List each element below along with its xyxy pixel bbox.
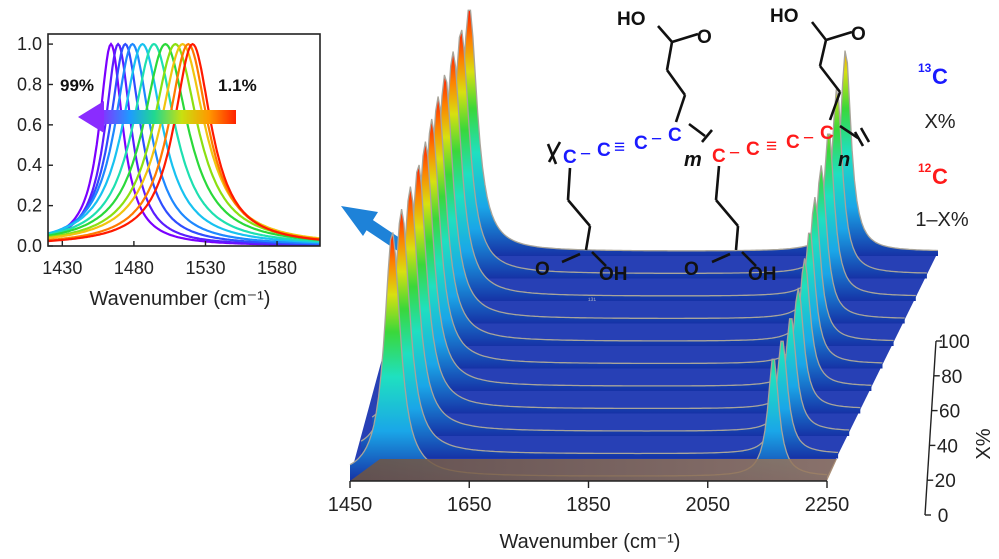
triple-bond-2: ≡: [766, 136, 777, 157]
waterfall-slice-area: [394, 141, 872, 391]
legend13-superscript: 13: [918, 61, 932, 75]
waterfall-slice-area: [405, 119, 883, 369]
inset-series-line: [48, 42, 320, 245]
waterfall-x-tick-label: 1850: [566, 494, 611, 516]
legend13-symbol: C: [932, 64, 948, 89]
waterfall-x-axis: 1450 1650 1850 2050 2250: [328, 481, 850, 516]
waterfall-chart: 1450 1650 1850 2050 2250 Wavenumber (cm⁻¹) 0…: [328, 9, 995, 553]
inset-x-tick-label: 1430: [42, 258, 82, 278]
inset-y-tick-label: 0.2: [17, 196, 42, 216]
shift-arrow: [78, 101, 236, 133]
waterfall-x-axis-label: Wavenumber (cm⁻¹): [500, 531, 681, 553]
inset-y-tick-label: 0.6: [17, 115, 42, 135]
waterfall-x-tick-label: 2250: [805, 494, 850, 516]
inset-y-tick-label: 0.4: [17, 155, 42, 175]
waterfall-z-axis-label: X%: [973, 428, 995, 459]
waterfall-slice-line: [427, 74, 905, 320]
waterfall-z-tick-label: 40: [937, 436, 958, 457]
inset-y-tick-label: 0.8: [17, 74, 42, 94]
legend12-symbol: C: [932, 164, 948, 189]
left-top-ho: HO: [617, 9, 646, 30]
molecule-structure: C − C ≡ C − C m HO O O OH C − C ≡: [535, 6, 871, 285]
waterfall-slice-line: [460, 9, 939, 252]
bond-left-3: −: [729, 143, 740, 164]
inset-series-line: [48, 42, 320, 244]
waterfall-slice-area: [461, 10, 938, 256]
waterfall-slice-line: [360, 208, 839, 455]
legend12-label: 1–X%: [915, 209, 969, 231]
watermark: ¹³¹: [588, 296, 596, 305]
atom-c13-3: C: [634, 133, 648, 154]
waterfall-slice-area: [416, 96, 894, 346]
inset-x-axis: 1430 1480 1530 1580: [42, 241, 297, 278]
waterfall-slice-line: [415, 96, 894, 342]
inset-frame: [47, 33, 321, 247]
inset-series-line: [48, 42, 320, 240]
atom-c13-1: C: [563, 147, 577, 168]
waterfall-front-floor: [350, 459, 837, 481]
bond-left-1: −: [580, 144, 591, 165]
left-bottom-oh: OH: [599, 264, 628, 285]
subscript-n: n: [838, 149, 850, 171]
inset-y-tick-label: 1.0: [17, 34, 42, 54]
waterfall-slices: [349, 9, 939, 481]
inset-curves: [48, 42, 320, 246]
bond-left-2: −: [651, 129, 662, 150]
inset-x-tick-label: 1480: [114, 258, 154, 278]
inset-annotation-left: 99%: [60, 76, 94, 95]
left-top-o: O: [697, 27, 712, 48]
waterfall-z-tick-label: 60: [939, 402, 960, 423]
waterfall-x-tick-label: 1650: [447, 494, 492, 516]
left-bottom-o: O: [535, 259, 550, 280]
inset-x-tick-label: 1580: [257, 258, 297, 278]
waterfall-z-axis: 0 20 40 60 80 100: [925, 332, 970, 527]
left-unit-bonds: [546, 25, 713, 267]
inset-y-tick-label: 0.0: [17, 236, 42, 256]
atom-c13-4: C: [668, 125, 682, 146]
waterfall-z-tick-label: 100: [938, 332, 970, 353]
triple-bond-1: ≡: [614, 137, 625, 158]
inset-chart: 0.0 0.2 0.4 0.6 0.8 1.0 1430 1480 1530 1580 Wave…: [17, 33, 321, 310]
atom-c12-4: C: [820, 123, 834, 144]
waterfall-slice-line: [449, 29, 927, 274]
subscript-m: m: [684, 149, 702, 171]
bond-left-4: −: [803, 128, 814, 149]
waterfall-z-tick-label: 80: [941, 367, 962, 388]
waterfall-z-axis-line: [924, 340, 937, 516]
atom-c12-1: C: [712, 146, 726, 167]
inset-series-line: [48, 42, 320, 243]
inset-x-tick-label: 1530: [185, 258, 225, 278]
waterfall-x-tick-label: 2050: [686, 494, 731, 516]
waterfall-slice-area: [350, 232, 827, 481]
waterfall-z-tick-label: 20: [935, 471, 956, 492]
right-bottom-oh: OH: [748, 264, 777, 285]
isotope-legend: 13 C X% 12 C 1–X%: [915, 61, 969, 231]
waterfall-x-tick-label: 1450: [328, 494, 373, 516]
inset-series-line: [48, 42, 320, 246]
legend12-superscript: 12: [918, 161, 932, 175]
inset-annotation-right: 1.1%: [218, 76, 257, 95]
atom-c12-3: C: [786, 132, 800, 153]
waterfall-slice-line: [438, 51, 916, 297]
waterfall-slice-area: [427, 75, 905, 324]
waterfall-z-tick-label: 0: [938, 506, 949, 527]
right-top-ho: HO: [770, 6, 799, 27]
atom-c12-2: C: [746, 139, 760, 160]
legend13-label: X%: [924, 111, 955, 133]
right-top-o: O: [851, 24, 866, 45]
inset-x-axis-label: Wavenumber (cm⁻¹): [90, 288, 271, 310]
inset-series-line: [48, 42, 320, 243]
inset-series-line: [48, 42, 320, 241]
right-unit-bonds: [711, 21, 871, 267]
atom-c13-2: C: [597, 140, 611, 161]
inset-y-axis: 0.0 0.2 0.4 0.6 0.8 1.0: [17, 34, 53, 256]
right-bottom-o: O: [684, 259, 699, 280]
